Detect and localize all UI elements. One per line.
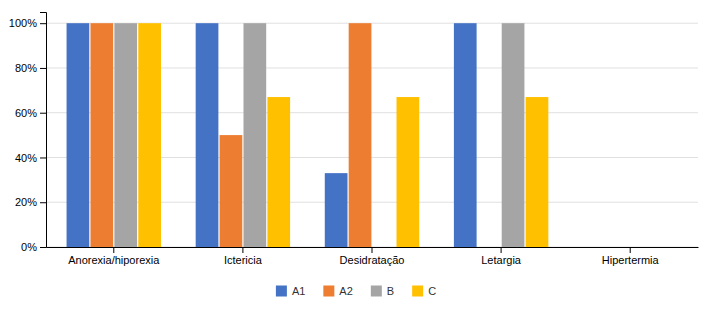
legend-swatch [371,286,382,297]
legend-item: C [412,285,436,297]
bar [655,247,678,248]
y-tick-mark [40,68,46,69]
y-tick-mark [40,157,46,158]
x-tick: Desidratação [340,247,405,266]
x-tick-label: Ictericia [224,254,263,266]
legend-label: A1 [292,285,305,297]
legend-item: A1 [276,285,305,297]
legend-label: C [428,285,436,297]
bar [325,173,348,247]
y-tick: 100% [9,17,46,29]
y-tick: 60% [15,107,46,119]
x-tick-label: Letargia [481,254,522,266]
legend-swatch [323,286,334,297]
legend-label: A2 [339,285,352,297]
x-tick-mark [372,247,373,253]
bar [196,23,219,247]
plot: Anorexia/hiporexia Ictericia Desidratação L… [9,13,699,266]
bar-series [67,23,477,247]
y-axis: 0% 20% 40% 60% 80% 100% [9,13,47,254]
bar [454,23,477,247]
y-tick-mark [40,247,46,248]
bar [67,23,90,247]
bar-series [138,23,548,247]
legend: A1 A2 B C [276,285,436,297]
bar [631,247,654,248]
y-tick-mark [40,113,46,114]
bar-series [114,23,524,247]
legend-item: B [371,285,394,297]
bar [502,23,525,247]
y-tick: 40% [15,151,46,163]
bar [583,247,606,248]
x-tick-label: Desidratação [340,254,405,266]
bar [373,247,396,248]
y-tick: 80% [15,62,46,74]
x-tick-mark [501,247,502,253]
y-tick: 20% [15,196,46,208]
y-tick-label: 0% [21,241,37,253]
chart: Anorexia/hiporexia Ictericia Desidratação L… [0,0,712,309]
legend-swatch [276,286,287,297]
x-tick: Anorexia/hiporexia [68,247,160,266]
y-tick-mark [40,202,46,203]
legend-item: A2 [323,285,352,297]
y-tick-mark [40,23,46,24]
legend-label: B [387,285,394,297]
bar [607,247,630,248]
x-axis: Anorexia/hiporexia Ictericia Desidratação L… [47,247,699,266]
x-tick-mark [242,247,243,253]
y-tick-label: 80% [15,62,37,74]
x-tick-mark [630,247,631,253]
y-tick: 0% [21,241,46,253]
y-tick-label: 100% [9,17,37,29]
grid [46,23,698,247]
bar [220,135,243,247]
bar-series [90,23,371,247]
bar [526,97,549,247]
y-tick-label: 20% [15,196,37,208]
x-tick-label: Hipertermia [602,254,660,266]
x-tick-mark [113,247,114,253]
bar [114,23,137,247]
bar [349,23,372,247]
x-tick: Letargia [481,247,522,266]
x-tick-label: Anorexia/hiporexia [68,254,160,266]
y-tick-label: 40% [15,151,37,163]
bar [267,97,290,247]
bar [243,23,266,247]
bar [138,23,161,247]
bar [90,23,113,247]
y-axis-line [40,13,47,248]
legend-swatch [412,286,423,297]
bar [478,247,501,248]
bars [67,23,549,247]
x-tick: Hipertermia [602,247,660,266]
bar [397,97,420,247]
y-tick-label: 60% [15,107,37,119]
x-tick: Ictericia [224,247,263,266]
